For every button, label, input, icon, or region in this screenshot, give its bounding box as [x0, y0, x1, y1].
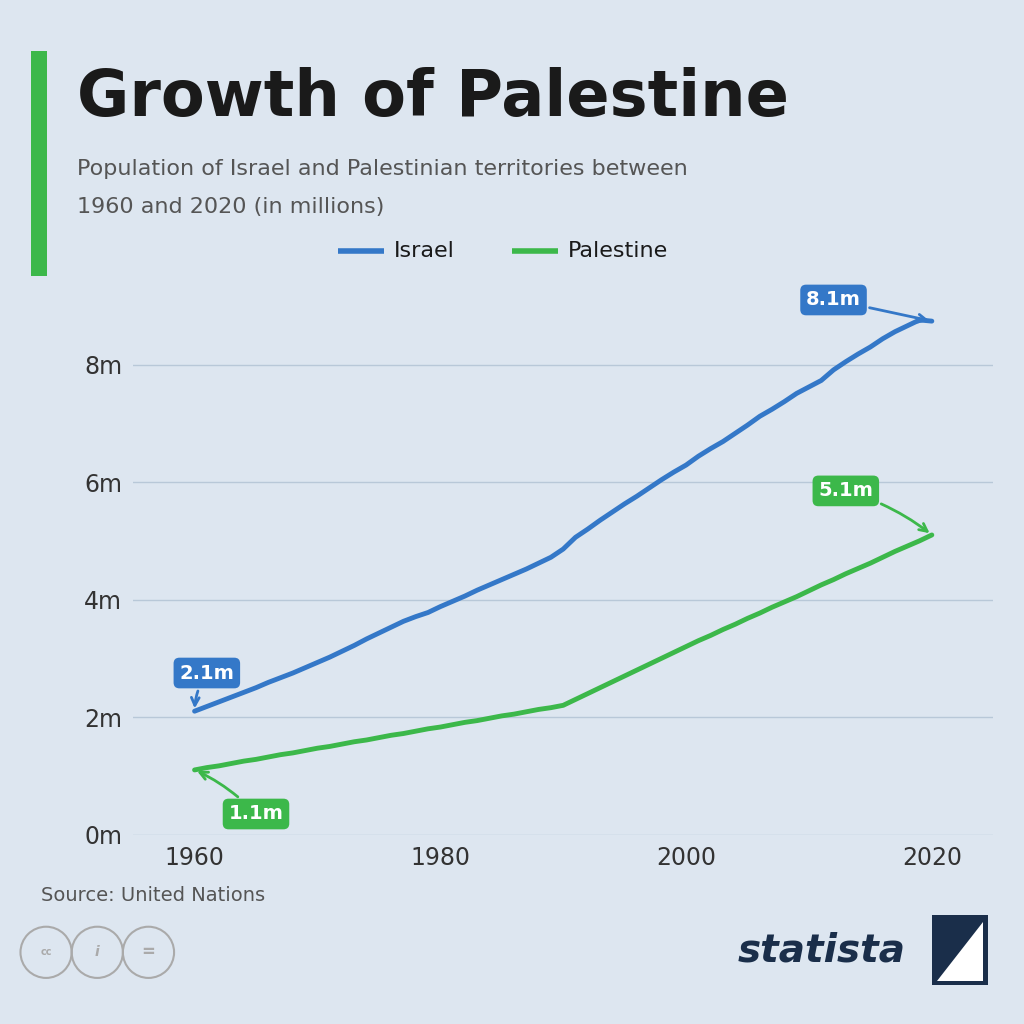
Text: i: i [95, 945, 99, 959]
Text: cc: cc [40, 947, 52, 957]
Text: 2.1m: 2.1m [179, 664, 234, 706]
Text: statista: statista [737, 931, 905, 970]
Text: 1.1m: 1.1m [200, 772, 284, 823]
Text: 8.1m: 8.1m [806, 291, 926, 323]
Bar [31, 51, 47, 276]
Text: Population of Israel and Palestinian territories between: Population of Israel and Palestinian ter… [77, 159, 687, 179]
Text: 5.1m: 5.1m [818, 481, 927, 531]
Text: Palestine: Palestine [568, 241, 669, 261]
Text: Source: United Nations: Source: United Nations [41, 886, 265, 905]
Text: Growth of Palestine: Growth of Palestine [77, 67, 788, 129]
Text: 1960 and 2020 (in millions): 1960 and 2020 (in millions) [77, 197, 384, 217]
Text: Israel: Israel [394, 241, 455, 261]
Text: =: = [141, 943, 156, 962]
